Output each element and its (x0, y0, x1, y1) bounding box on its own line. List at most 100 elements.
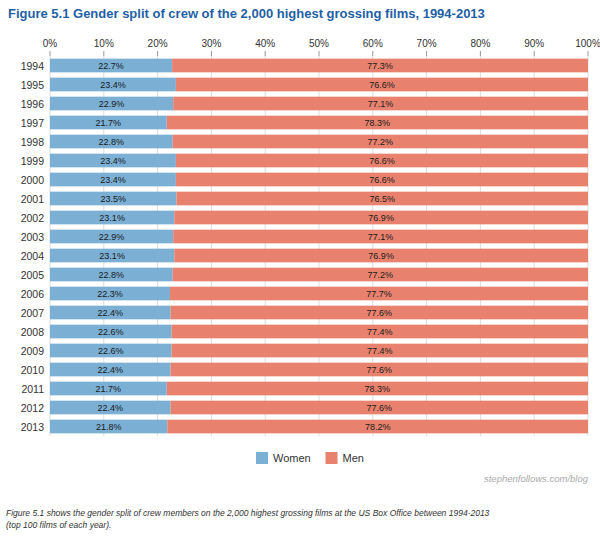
data-label: 23.1% (99, 251, 125, 261)
tick-mark (211, 51, 212, 56)
bar (50, 154, 176, 168)
grid-line (480, 56, 481, 436)
tick-mark (103, 51, 104, 56)
bar (173, 135, 588, 149)
data-label: 77.6% (366, 365, 392, 375)
bar (50, 135, 173, 149)
data-label: 76.9% (368, 251, 394, 261)
data-label: 77.6% (366, 403, 392, 413)
legend-swatch (256, 452, 268, 464)
bar (50, 192, 176, 206)
legend-label: Men (343, 452, 364, 464)
tick-mark (372, 51, 373, 56)
tick-mark (426, 51, 427, 56)
category-label: 2006 (21, 288, 45, 300)
bar (50, 78, 176, 92)
grid-line (265, 56, 266, 436)
category-label: 2009 (21, 345, 45, 357)
bar (171, 363, 588, 377)
legend: Women Men (256, 452, 364, 464)
data-label: 22.9% (99, 99, 125, 109)
category-label: 2005 (21, 269, 45, 281)
bar (174, 211, 588, 225)
tick-label: 70% (417, 38, 437, 49)
data-label: 77.4% (367, 327, 393, 337)
category-label: 2004 (21, 250, 45, 262)
bar (50, 420, 167, 434)
tick-label: 60% (363, 38, 383, 49)
category-label: 1998 (21, 136, 45, 148)
data-label: 22.4% (97, 403, 123, 413)
data-label: 76.6% (369, 156, 395, 166)
data-label: 77.7% (366, 289, 392, 299)
bar (173, 97, 588, 111)
category-label: 1999 (21, 155, 45, 167)
bar (167, 420, 588, 434)
category-label: 2007 (21, 307, 45, 319)
bar (50, 116, 167, 130)
category-label: 2012 (21, 402, 45, 414)
data-label: 23.5% (100, 194, 126, 204)
bar (172, 59, 588, 73)
chart: Figure 5.1 Gender split of crew of the 2… (0, 0, 600, 536)
tick-mark (534, 51, 535, 56)
bar (173, 268, 588, 282)
watermark: stephenfollows.com/blog (484, 473, 589, 484)
category-label: 1995 (21, 79, 45, 91)
data-labels: 22.7%23.4%22.9%21.7%22.8%23.4%23.4%23.5%… (96, 61, 395, 432)
category-label: 2003 (21, 231, 45, 243)
bar (50, 382, 167, 396)
data-label: 23.4% (100, 175, 126, 185)
data-label: 77.6% (366, 308, 392, 318)
bar (171, 401, 588, 415)
bar (170, 287, 588, 301)
category-label: 2010 (21, 364, 45, 376)
bar (50, 401, 171, 415)
bar (176, 154, 588, 168)
tick-mark (480, 51, 481, 56)
category-label: 1996 (21, 98, 45, 110)
data-label: 77.2% (368, 270, 394, 280)
grid-line (319, 56, 320, 436)
data-label: 22.8% (99, 270, 125, 280)
data-label: 77.2% (368, 137, 394, 147)
tick-label: 40% (255, 38, 275, 49)
data-label: 22.6% (98, 327, 124, 337)
data-label: 77.3% (367, 61, 393, 71)
data-label: 77.4% (367, 346, 393, 356)
grid-line (211, 56, 212, 436)
tick-label: 10% (94, 38, 114, 49)
category-label: 2013 (21, 421, 45, 433)
grid-line (534, 56, 535, 436)
bar (50, 306, 171, 320)
caption-line: (top 100 films of each year). (6, 520, 111, 530)
bar (50, 230, 173, 244)
data-label: 23.4% (100, 80, 126, 90)
grid-line (588, 56, 589, 436)
bar (50, 344, 172, 358)
tick-label: 100% (575, 38, 600, 49)
data-label: 78.3% (365, 118, 391, 128)
category-label: 2008 (21, 326, 45, 338)
y-axis: 1994199519961997199819992000200120022003… (21, 60, 45, 433)
tick-mark (265, 51, 266, 56)
data-label: 22.9% (99, 232, 125, 242)
bar (50, 173, 176, 187)
grid-line (426, 56, 427, 436)
tick-label: 0% (43, 38, 58, 49)
bar (171, 306, 588, 320)
data-label: 76.6% (369, 80, 395, 90)
grid-line (372, 56, 373, 436)
bar (167, 116, 588, 130)
legend-label: Women (273, 452, 311, 464)
data-label: 76.5% (369, 194, 395, 204)
data-label: 22.4% (97, 308, 123, 318)
tick-label: 20% (148, 38, 168, 49)
bar (50, 249, 174, 263)
x-axis: 0%10%20%30%40%50%60%70%80%90%100% (43, 38, 600, 436)
data-label: 22.7% (98, 61, 124, 71)
tick-label: 90% (524, 38, 544, 49)
category-label: 2011 (21, 383, 44, 395)
title: Figure 5.1 Gender split of crew of the 2… (8, 6, 485, 21)
tick-label: 30% (201, 38, 221, 49)
